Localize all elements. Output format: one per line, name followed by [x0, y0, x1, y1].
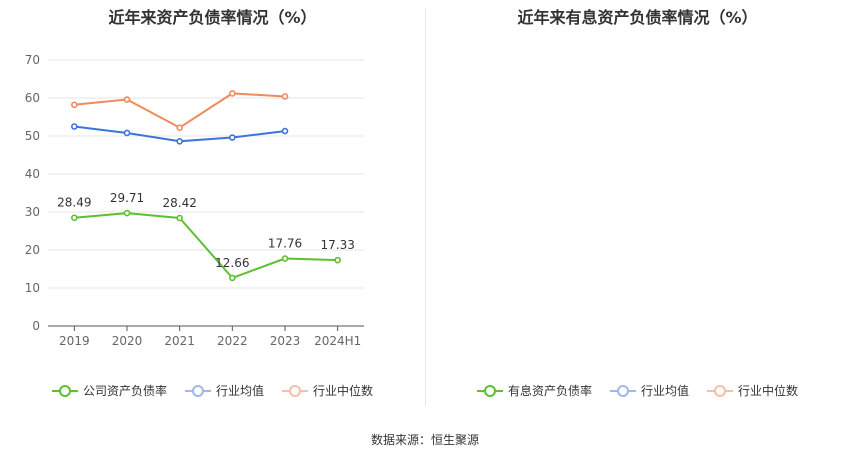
data-point	[176, 214, 183, 222]
x-tick-label: 2023	[270, 334, 301, 348]
data-point	[123, 129, 131, 137]
legend-label: 有息资产负债率	[507, 384, 592, 398]
chart-legend: 有息资产负债率 行业均值 行业中位数	[425, 382, 850, 399]
data-point	[123, 96, 131, 103]
legend-item-company[interactable]: 公司资产负债率	[51, 382, 167, 399]
line-chart-interest-bearing-ratio: 0510152025201920202021202220232024H16.95…	[425, 0, 850, 370]
y-tick-label: 70	[25, 53, 40, 67]
legend-label: 行业均值	[215, 384, 264, 398]
data-point	[229, 274, 236, 282]
panel-divider	[425, 8, 426, 406]
data-point	[281, 93, 289, 100]
legend-marker-icon	[184, 384, 211, 398]
y-tick-label: 30	[25, 205, 40, 219]
x-tick-label: 2021	[164, 334, 195, 348]
legend-item-industry-average[interactable]: 行业均值	[609, 382, 689, 399]
series-line	[74, 92, 286, 129]
legend-label: 公司资产负债率	[82, 384, 167, 398]
x-tick-label: 2019	[59, 334, 90, 348]
legend-item-industry-median[interactable]: 行业中位数	[282, 382, 373, 399]
legend-item-industry-median[interactable]: 行业中位数	[707, 382, 798, 399]
x-tick-label: 2020	[112, 334, 143, 348]
data-label: 28.49	[57, 196, 91, 210]
chart-title: 近年来资产负债率情况（%）	[108, 8, 317, 27]
legend-marker-icon	[51, 384, 78, 398]
chart-title: 近年来有息资产负债率情况（%）	[517, 8, 758, 27]
legend-item-industry-average[interactable]: 行业均值	[184, 382, 264, 399]
series-line	[74, 212, 338, 279]
data-point	[334, 256, 341, 264]
data-point	[229, 90, 236, 97]
data-source-note: 数据来源：恒生聚源	[370, 433, 479, 447]
data-point	[176, 124, 183, 131]
data-point	[71, 101, 78, 109]
data-label: 12.66	[215, 256, 249, 270]
y-tick-label: 0	[32, 319, 40, 333]
y-tick-label: 50	[25, 129, 40, 143]
data-label: 17.76	[268, 237, 302, 251]
data-label: 28.42	[162, 196, 196, 210]
data-point	[123, 209, 131, 217]
data-point	[281, 127, 289, 135]
y-tick-label: 60	[25, 91, 40, 105]
data-label: 29.71	[110, 191, 144, 205]
y-tick-label: 40	[25, 167, 40, 181]
chart-legend: 公司资产负债率 行业均值 行业中位数	[0, 382, 425, 399]
data-label: 17.33	[320, 238, 354, 252]
legend-marker-icon	[476, 384, 503, 398]
x-tick-label: 2022	[217, 334, 248, 348]
line-chart-debt-ratio: 0 10 20 30 40 50 60 70 2019 2020 2021 2022 2023 2024H…	[25, 53, 364, 348]
legend-marker-icon	[707, 384, 733, 398]
legend-label: 行业中位数	[738, 384, 799, 398]
chart-panel-left: 近年来资产负债率情况（%） 0 10 20 30 40 50 60 70 2019 2020 202…	[0, 0, 425, 420]
x-tick-label: 2024H1	[314, 334, 361, 348]
chart-panel-right: 近年来有息资产负债率情况（%） 051015202520192020202120…	[425, 0, 850, 420]
legend-item-company[interactable]: 有息资产负债率	[476, 382, 592, 399]
legend-marker-icon	[609, 384, 636, 398]
legend-marker-icon	[282, 384, 308, 398]
data-point	[281, 255, 289, 262]
data-point	[71, 214, 78, 222]
legend-label: 行业均值	[640, 384, 689, 398]
y-tick-label: 20	[25, 243, 40, 257]
legend-label: 行业中位数	[313, 384, 374, 398]
data-point	[229, 134, 236, 141]
y-tick-label: 10	[25, 281, 40, 295]
data-point	[176, 138, 183, 145]
data-point	[71, 123, 78, 130]
